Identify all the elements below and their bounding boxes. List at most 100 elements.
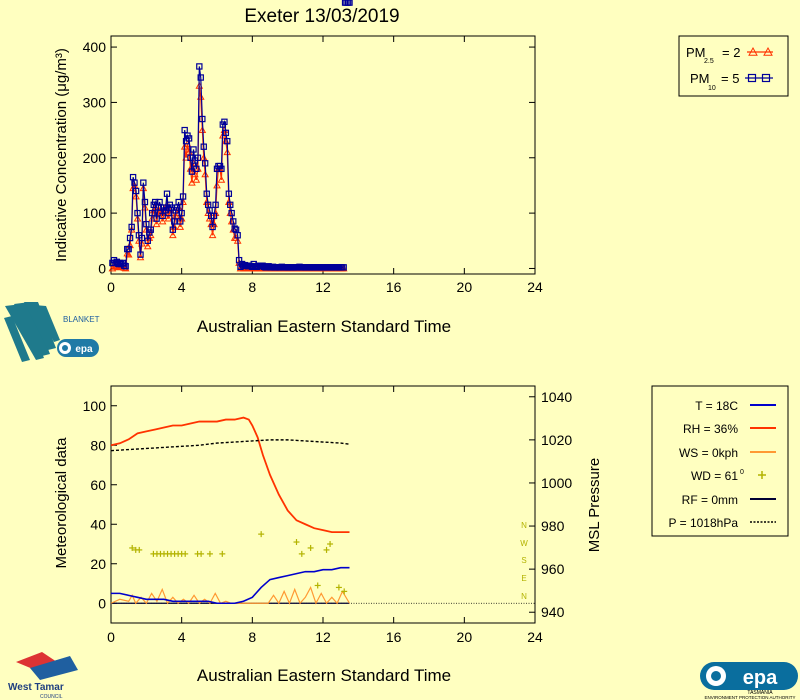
- pm25-point: [201, 170, 210, 178]
- pm10-point: [175, 198, 182, 206]
- wind-direction-point: [323, 546, 330, 553]
- legend-pm10-square: [761, 73, 771, 83]
- pm10-point: [137, 251, 144, 258]
- legend-pm25-label: PM: [686, 45, 706, 60]
- bottom-x-tick-label: 4: [178, 629, 186, 645]
- bottom-y-tick-label: 0: [98, 595, 106, 611]
- humidity-line: [110, 416, 350, 534]
- pm10-point: [194, 154, 202, 161]
- bottom-left-y-axis-label: Meteorological data: [53, 437, 70, 569]
- pm25-point: [168, 231, 177, 239]
- west-tamar-logo: West Tamar COUNCIL: [8, 652, 78, 700]
- top-x-tick-label: 0: [107, 279, 115, 295]
- blanket-logo-text: BLANKET: [63, 315, 100, 324]
- legend-label: RH = 36%: [683, 422, 738, 436]
- legend-degree-sup: 0: [740, 469, 744, 476]
- legend-pm10-sub: 10: [708, 85, 716, 92]
- wind-direction-point: [206, 550, 213, 557]
- pm10-point: [134, 209, 141, 217]
- pm10-point: [227, 201, 234, 209]
- wind-direction-point: [307, 544, 314, 551]
- pm10-point: [128, 223, 135, 231]
- bottom-x-tick-label: 8: [248, 629, 256, 645]
- top-x-tick-label: 12: [315, 279, 331, 295]
- compass-label: S: [521, 556, 526, 565]
- pm25-point: [123, 249, 132, 257]
- bottom-right-y-tick-label: 980: [541, 518, 565, 534]
- pm10-point: [147, 226, 154, 233]
- pm10-point: [185, 135, 193, 142]
- bottom-right-y-tick-label: 940: [541, 604, 565, 620]
- compass-label: W: [520, 539, 528, 548]
- pm10-point: [131, 179, 138, 186]
- legend-pm25-sub: 2.5: [704, 58, 714, 65]
- legend-label: T = 18C: [695, 399, 738, 413]
- pm10-point: [179, 193, 187, 200]
- pm25-point: [158, 217, 167, 225]
- pm25-point: [208, 231, 217, 239]
- pm10-point: [148, 209, 156, 217]
- pm10-point: [230, 218, 237, 225]
- wind-direction-point: [327, 541, 334, 547]
- west-tamar-subtext: COUNCIL: [40, 694, 63, 700]
- chart-title: Exeter 13/03/2019: [244, 6, 399, 27]
- pm25-point: [143, 242, 152, 250]
- wind-direction-point: [293, 539, 300, 546]
- bottom-right-y-tick-label: 1040: [541, 389, 572, 405]
- wind-direction-point: [314, 582, 321, 589]
- pm10-point: [193, 165, 200, 173]
- pm10-point: [218, 165, 225, 173]
- legend-item-rainfall: RF = 0mm: [682, 493, 776, 507]
- legend-item-temperature: T = 18C: [695, 399, 776, 413]
- compass-label: N: [521, 592, 527, 601]
- pm10-point: [144, 237, 151, 244]
- legend-label: WD = 61: [691, 469, 738, 483]
- pm10-point: [178, 209, 185, 217]
- top-x-tick-label: 24: [527, 279, 543, 295]
- pm10-point: [138, 234, 146, 242]
- bottom-right-y-tick-label: 1000: [541, 475, 572, 491]
- bottom-x-tick-label: 24: [527, 629, 543, 645]
- pm10-point: [140, 179, 147, 186]
- legend-pm25-value: = 2: [722, 45, 740, 60]
- wind-direction-point: [129, 544, 136, 551]
- pm25-point: [192, 175, 201, 183]
- legend-item-wind-speed: WS = 0kph: [679, 446, 776, 460]
- pm10-point: [126, 234, 134, 242]
- bottom-x-tick-label: 16: [386, 629, 402, 645]
- pm10-point: [210, 212, 218, 220]
- epa-small-logo: epa: [57, 339, 99, 357]
- blanket-stripes-icon: [4, 302, 60, 362]
- compass-label: N: [521, 521, 527, 530]
- bottom-right-y-tick-label: 960: [541, 561, 565, 577]
- epa-authority-text: ENVIRONMENT PROTECTION AUTHORITY: [705, 695, 796, 700]
- pm25-point: [217, 175, 226, 183]
- bottom-y-tick-label: 100: [83, 398, 107, 414]
- legend-pm25-triangle: [748, 46, 758, 56]
- bottom-y-tick-label: 60: [90, 477, 106, 493]
- epa-large-text: epa: [743, 667, 778, 689]
- bottom-axes: 0 4 8 12 16 20 24 0 20 40 60 80 100 940 960 980 1000 1020…: [83, 386, 572, 645]
- bottom-x-tick-label: 0: [107, 629, 115, 645]
- pm10-point: [228, 209, 235, 217]
- pm10-point: [224, 137, 231, 145]
- bottom-right-y-axis-label: MSL Pressure: [586, 458, 603, 552]
- west-tamar-text: West Tamar: [8, 682, 64, 693]
- legend-item-humidity: RH = 36%: [683, 422, 776, 436]
- pm25-point: [198, 126, 207, 133]
- top-x-tick-label: 8: [248, 279, 256, 295]
- wind-direction-point: [341, 588, 348, 595]
- top-x-tick-label: 16: [386, 279, 402, 295]
- wind-direction-point: [219, 550, 226, 557]
- top-legend-box: [678, 35, 789, 97]
- legend-label: P = 1018hPa: [668, 516, 738, 530]
- legend-item-pressure: P = 1018hPa: [668, 516, 776, 530]
- legend-pm25-marker: [747, 46, 773, 56]
- bottom-legend-box: [651, 385, 789, 537]
- pm10-point: [346, 0, 353, 6]
- legend-pm25-triangle: [763, 46, 773, 56]
- legend-item-wind-direction: WD = 61 0: [691, 469, 766, 483]
- wind-direction-point: [258, 531, 265, 538]
